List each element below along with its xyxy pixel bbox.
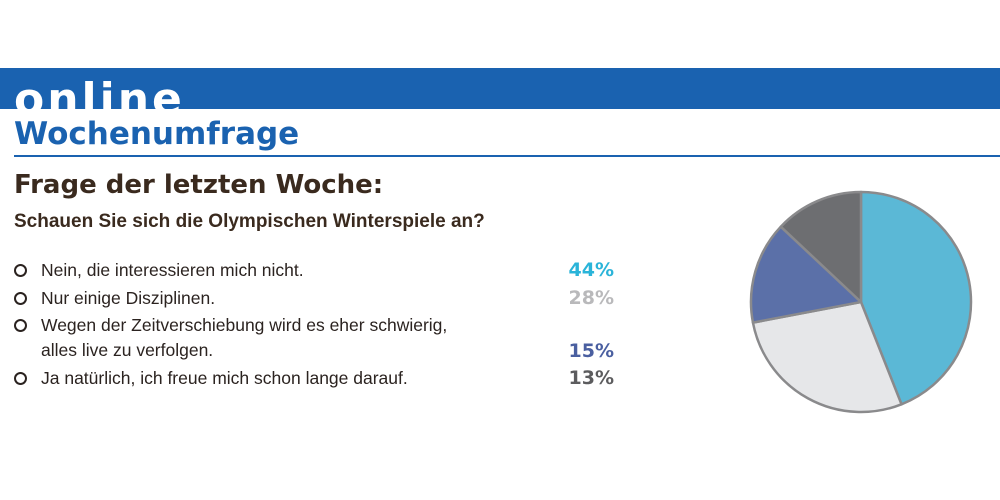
option-label: Nein, die interessieren mich nicht. — [41, 260, 304, 280]
poll-question: Schauen Sie sich die Olympischen Winters… — [14, 211, 485, 232]
option-percent: 13% — [568, 367, 614, 389]
pie-slice-2 — [751, 300, 903, 414]
pie-chart-svg — [749, 190, 973, 414]
radio-circle-icon — [14, 372, 27, 385]
option-percent: 28% — [568, 287, 614, 309]
radio-circle-icon — [14, 292, 27, 305]
radio-circle-icon — [14, 264, 27, 277]
option-percent: 44% — [568, 259, 614, 281]
option-label-continued: alles live zu verfolgen. — [41, 340, 214, 360]
poll-option: Ja natürlich, ich freue mich schon lange… — [14, 366, 624, 391]
banner-word: online — [14, 74, 185, 110]
option-percent: 15% — [568, 340, 614, 362]
option-label: Ja natürlich, ich freue mich schon lange… — [41, 368, 408, 388]
option-label: Wegen der Zeitverschiebung wird es eher … — [41, 315, 448, 335]
radio-circle-icon — [14, 319, 27, 332]
pie-slice-1 — [859, 190, 973, 406]
poll-option: Nein, die interessieren mich nicht. 44% — [14, 258, 624, 283]
option-label: Nur einige Disziplinen. — [41, 288, 216, 308]
poll-option: Wegen der Zeitverschiebung wird es eher … — [14, 313, 624, 365]
poll-heading: Frage der letzten Woche: — [14, 170, 384, 200]
online-banner: online — [0, 68, 1000, 109]
pie-slice-4 — [779, 190, 863, 304]
title-divider — [14, 155, 1000, 157]
pie-slice-3 — [749, 225, 863, 324]
poll-option: Nur einige Disziplinen. 28% — [14, 286, 624, 311]
poll-title: Wochenumfrage — [14, 116, 300, 152]
pie-chart — [747, 188, 977, 418]
